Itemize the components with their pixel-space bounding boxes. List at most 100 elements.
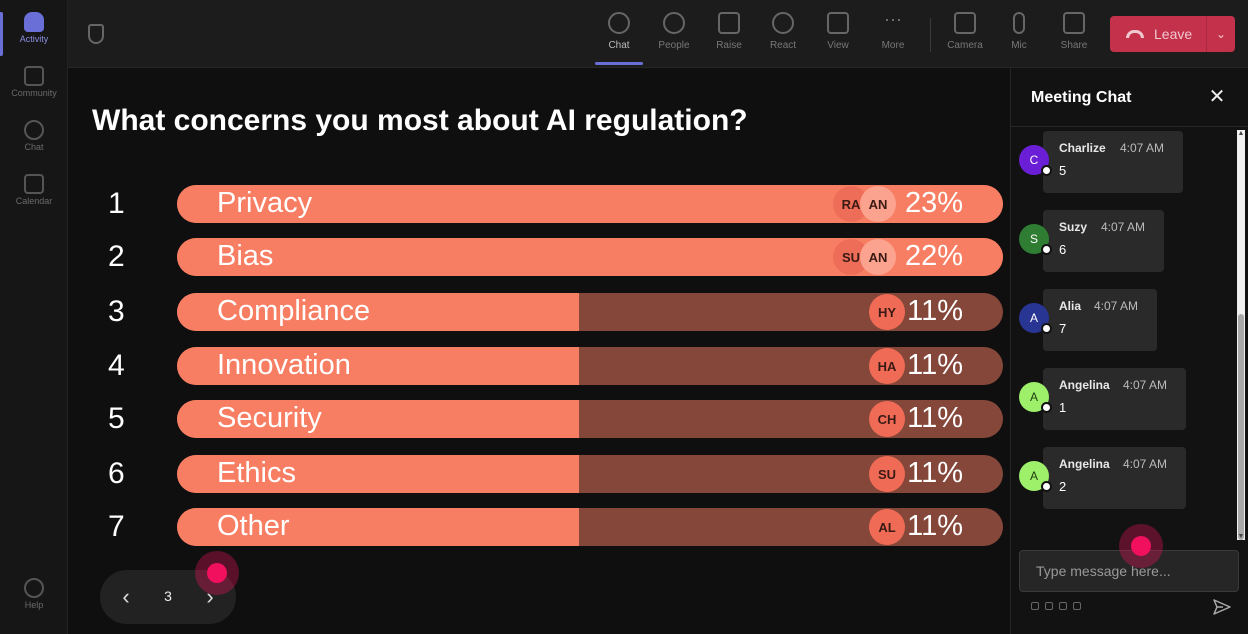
poll-option-row: 6 Ethics SU 11%: [68, 455, 1010, 493]
leave-button[interactable]: Leave ⌄: [1110, 16, 1235, 52]
option-bar: Innovation HA 11%: [177, 347, 1003, 385]
option-bar: Other AL 11%: [177, 508, 1003, 546]
rail-item-label: Calendar: [15, 196, 53, 206]
chat-icon: [608, 12, 630, 34]
presence-dot-icon: [1041, 402, 1052, 413]
message-text: 7: [1059, 321, 1067, 336]
tool-label: More: [881, 40, 905, 51]
voter-avatar: AL: [869, 509, 905, 545]
people-icon: [663, 12, 685, 34]
message-time: 4:07 AM: [1120, 141, 1165, 155]
toolbar-divider: [930, 18, 931, 52]
chevron-down-icon[interactable]: ⌄: [1215, 27, 1227, 41]
option-percent: 11%: [907, 457, 963, 489]
scroll-down-icon[interactable]: ▼: [1237, 533, 1245, 540]
presence-dot-icon: [1041, 244, 1052, 255]
option-percent: 22%: [904, 240, 963, 272]
rail-item-activity[interactable]: Activity: [0, 12, 68, 56]
chat-message[interactable]: Angelina 4:07 AM 1 A: [1019, 368, 1229, 432]
option-bar: Compliance HY 11%: [177, 293, 1003, 331]
tool-people[interactable]: People: [648, 12, 700, 51]
presence-dot-icon: [1041, 481, 1052, 492]
cursor-indicator: [195, 551, 239, 595]
chevron-right-icon[interactable]: ›: [206, 584, 214, 609]
tool-chat[interactable]: Chat: [593, 12, 645, 65]
more-icon: ···: [884, 9, 902, 29]
tool-mic[interactable]: Mic: [993, 12, 1045, 51]
tool-view[interactable]: View: [812, 12, 864, 51]
option-label: Ethics: [217, 457, 296, 489]
message-bubble: Angelina 4:07 AM 1: [1043, 368, 1186, 430]
scrollbar-thumb[interactable]: [1238, 314, 1244, 540]
community-icon: [24, 66, 44, 86]
raise-hand-icon: [718, 12, 740, 34]
tool-react[interactable]: React: [757, 12, 809, 51]
option-percent: 11%: [907, 402, 963, 434]
option-number: 2: [108, 240, 125, 273]
message-text: 2: [1059, 479, 1067, 494]
option-bar: Privacy RA AN 23%: [177, 185, 1003, 223]
option-bar: Security CH 11%: [177, 400, 1003, 438]
format-icon[interactable]: [1031, 602, 1039, 610]
tool-label: Raise: [716, 40, 742, 51]
chevron-left-icon[interactable]: ‹: [122, 584, 130, 609]
message-bubble: Angelina 4:07 AM 2: [1043, 447, 1186, 509]
send-icon[interactable]: [1213, 598, 1231, 616]
shield-icon[interactable]: [88, 24, 104, 44]
sender-name: Angelina: [1059, 378, 1110, 392]
chat-scrollbar[interactable]: ▲ ▼: [1235, 130, 1245, 540]
voter-avatar: CH: [869, 401, 905, 437]
message-compose[interactable]: [1019, 550, 1239, 592]
sender-name: Charlize: [1059, 141, 1106, 155]
rail-item-help[interactable]: Help: [0, 578, 68, 610]
poll-option-row: 5 Security CH 11%: [68, 400, 1010, 438]
option-percent: 23%: [904, 187, 963, 219]
voter-avatar: HA: [869, 348, 905, 384]
option-bar-fill: [177, 400, 579, 438]
presence-dot-icon: [1041, 323, 1052, 334]
option-percent: 11%: [907, 349, 963, 381]
smiley-icon: [772, 12, 794, 34]
tool-raise[interactable]: Raise: [703, 12, 755, 51]
tool-share[interactable]: Share: [1048, 12, 1100, 51]
message-text: 6: [1059, 242, 1067, 257]
option-bar-fill: [177, 347, 579, 385]
option-bar: Ethics SU 11%: [177, 455, 1003, 493]
rail-item-chat[interactable]: Chat: [0, 120, 68, 152]
mic-icon: [1013, 12, 1025, 34]
tool-label: People: [658, 40, 690, 51]
avatar[interactable]: A: [1019, 382, 1049, 412]
attach-icon[interactable]: [1045, 602, 1053, 610]
scroll-up-icon[interactable]: ▲: [1237, 130, 1245, 137]
option-bar-fill: [177, 293, 579, 331]
chat-icon: [24, 120, 44, 140]
rail-item-community[interactable]: Community: [0, 66, 68, 98]
voter-avatar: SU: [869, 456, 905, 492]
active-indicator: [595, 62, 643, 65]
camera-off-icon: [954, 12, 976, 34]
message-time: 4:07 AM: [1123, 457, 1168, 471]
rail-item-calendar[interactable]: Calendar: [0, 174, 68, 206]
message-input[interactable]: [1020, 551, 1238, 591]
option-bar-fill: [177, 455, 579, 493]
message-time: 4:07 AM: [1123, 378, 1168, 392]
poll-option-row: 4 Innovation HA 11%: [68, 347, 1010, 385]
message-time: 4:07 AM: [1094, 299, 1139, 313]
gif-icon[interactable]: [1073, 602, 1081, 610]
rail-item-label: Chat: [24, 142, 44, 152]
tool-more[interactable]: ··· More: [867, 9, 919, 51]
page-number: 3: [164, 588, 172, 604]
chat-message[interactable]: Charlize 4:07 AM 5 C: [1019, 131, 1229, 195]
chat-message[interactable]: Alia 4:07 AM 7 A: [1019, 289, 1229, 353]
tool-camera[interactable]: Camera: [939, 12, 991, 51]
cursor-indicator: [1119, 524, 1163, 568]
chat-message[interactable]: Suzy 4:07 AM 6 S: [1019, 210, 1229, 274]
chat-message[interactable]: Angelina 4:07 AM 2 A: [1019, 447, 1229, 511]
message-bubble: Alia 4:07 AM 7: [1043, 289, 1157, 351]
emoji-icon[interactable]: [1059, 602, 1067, 610]
poll-option-row: 7 Other AL 11%: [68, 508, 1010, 546]
close-icon[interactable]: ✕: [1208, 86, 1226, 108]
phone-hangup-icon: [1126, 30, 1144, 38]
sender-name: Alia: [1059, 299, 1082, 313]
divider: [1011, 126, 1248, 127]
